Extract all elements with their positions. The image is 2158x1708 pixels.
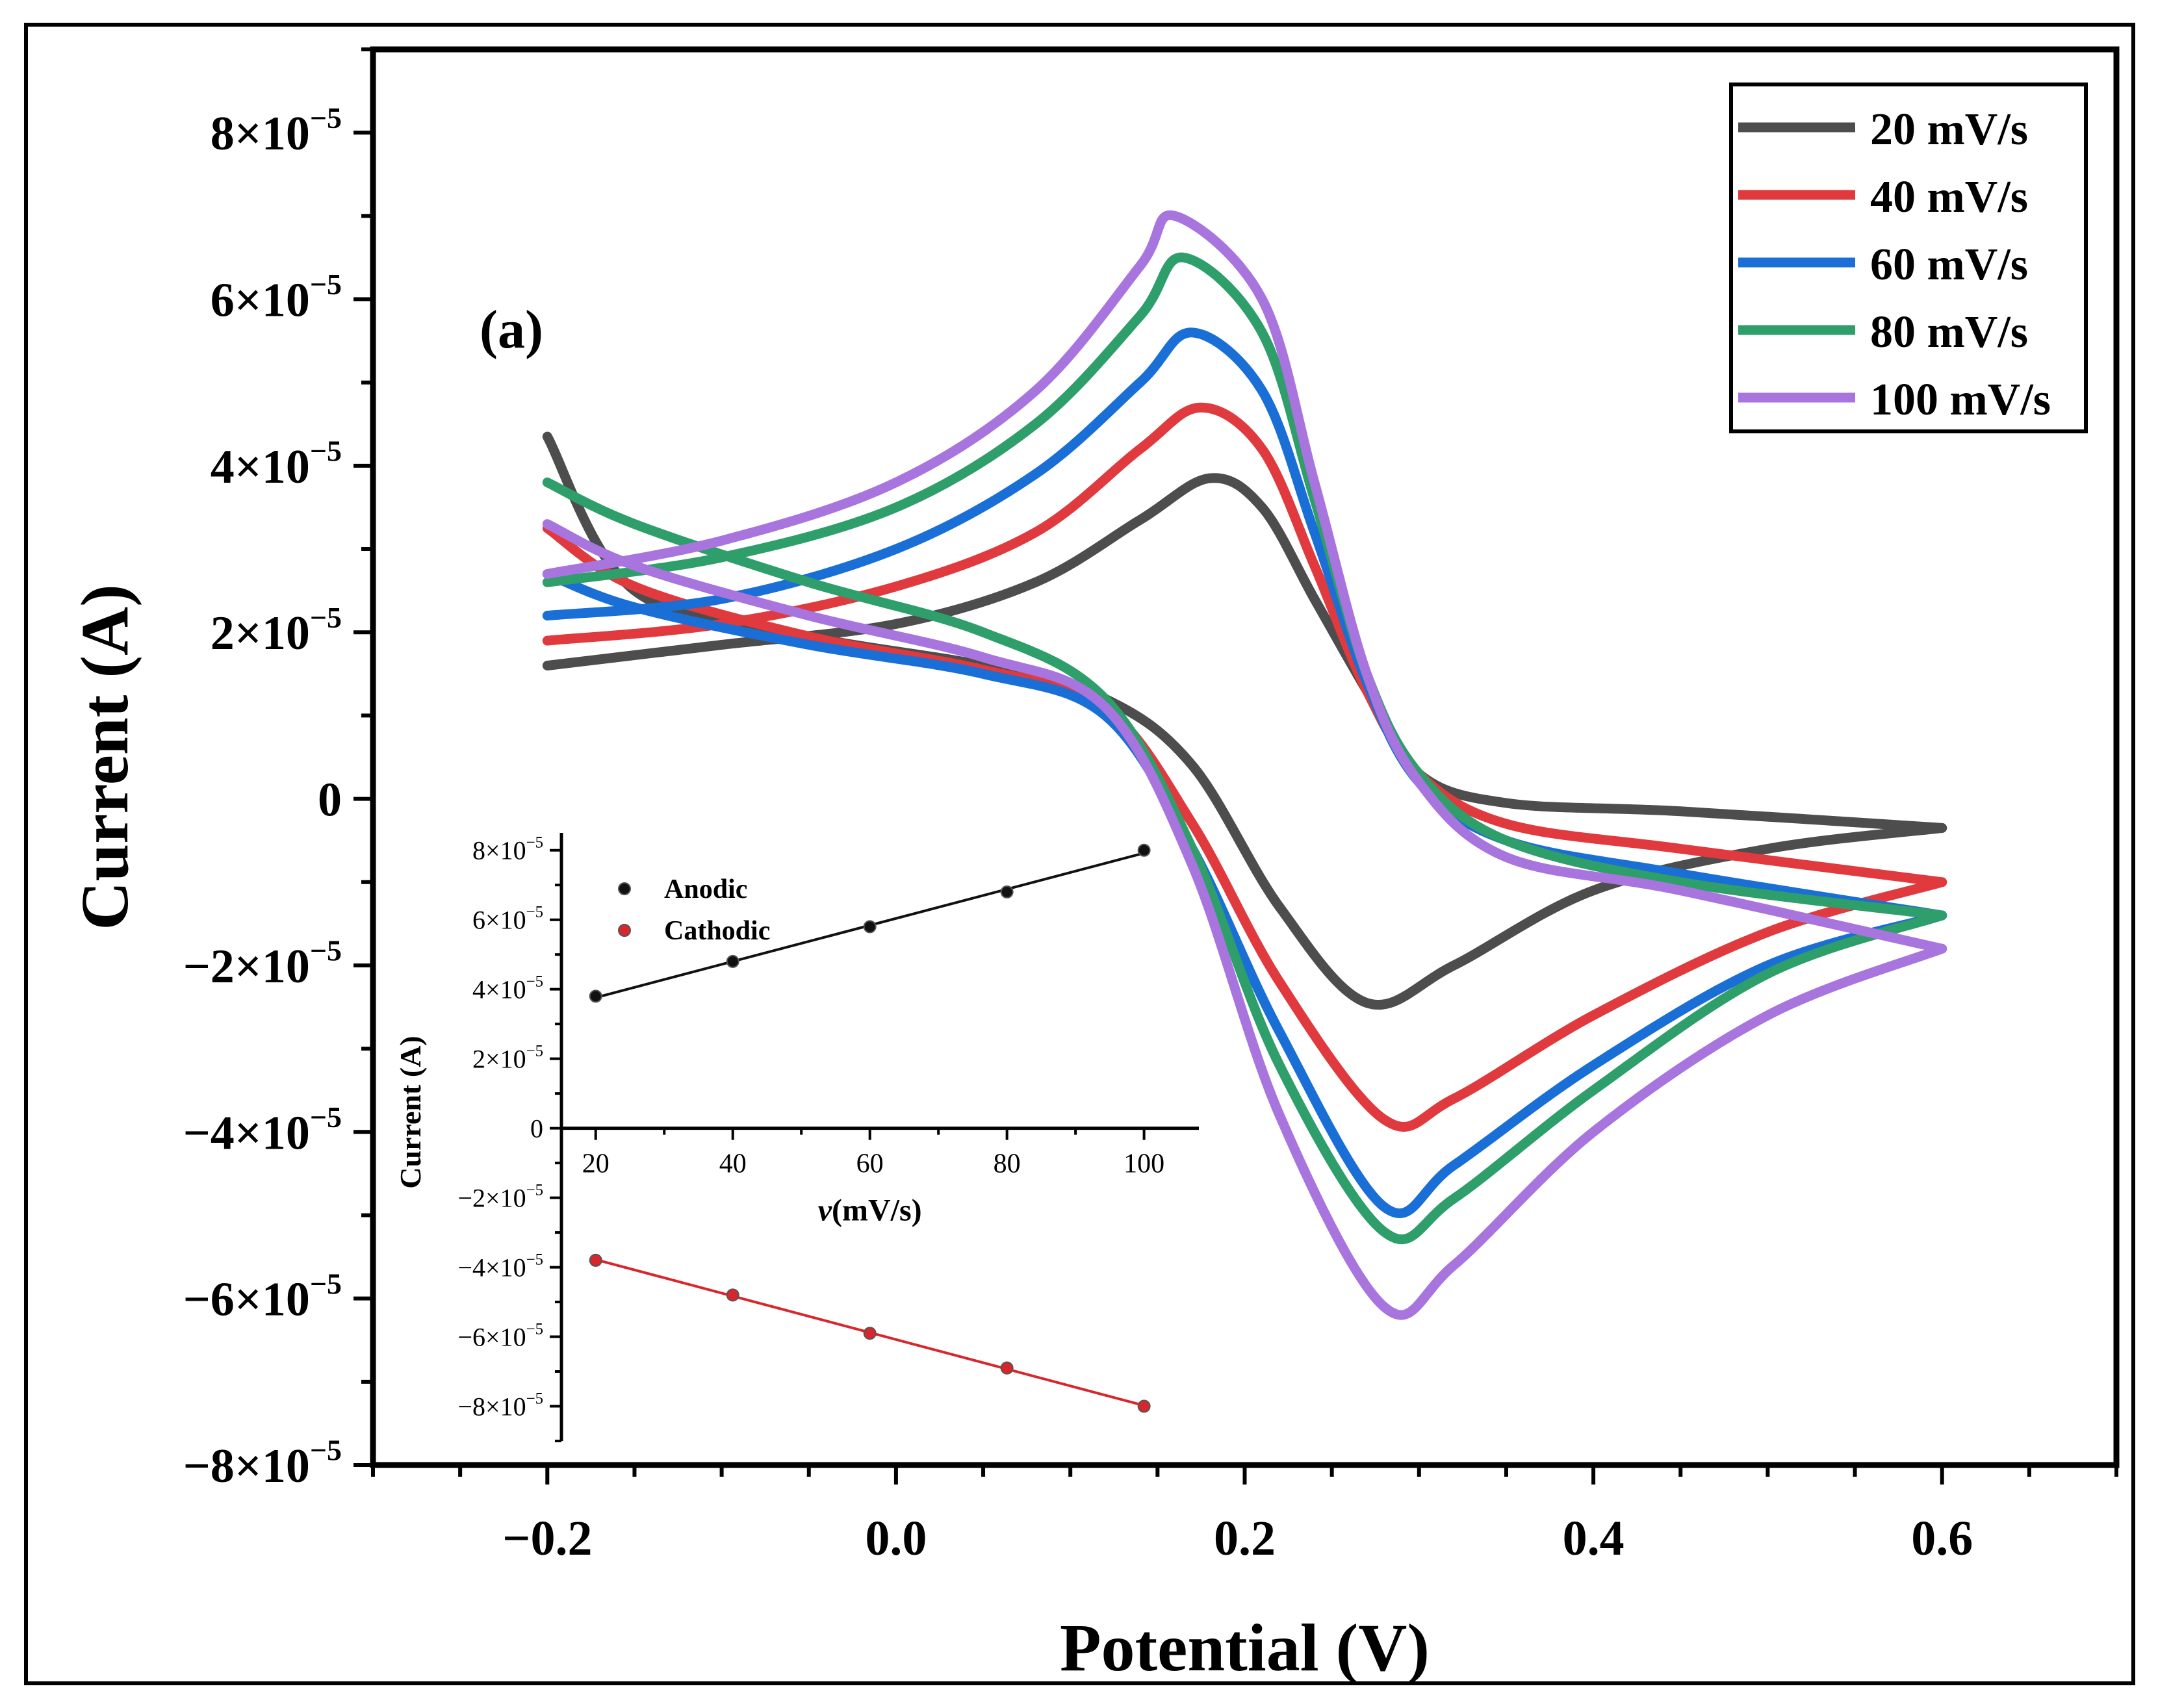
x-tick-label: 0.0 [865,1511,927,1566]
x-tick-label: 0.2 [1214,1511,1276,1566]
inset-point-cathodic [863,1327,877,1340]
inset-y-tick-label: −8×10−5 [457,1390,543,1421]
inset-point-cathodic [589,1253,602,1267]
cv-curve-forward-2 [542,402,1947,887]
inset-x-tick-label: 60 [856,1149,884,1179]
y-tick-label: 0 [318,774,342,827]
cv-curve-reverse-5 [542,519,1947,1320]
inset-chart: 20 40 60 80 100 8×10−5 6×10−5 4×10−5 2×10−5 0 −2×1… [394,833,1199,1442]
cv-curve-reverse-4 [542,478,1947,1245]
inset-y-axis-label: Current (A) [394,1036,427,1188]
inset-point-cathodic [726,1288,739,1302]
inset-legend-marker-1 [618,882,631,895]
x-tick-label: −0.2 [502,1511,592,1566]
y-axis-label: Current (A) [68,584,142,930]
inset-legend: Anodic Cathodic [618,874,770,946]
x-tick-label: 0.4 [1563,1511,1625,1566]
inset-point-cathodic [1000,1361,1014,1375]
x-tick-label: 0.6 [1911,1511,1973,1566]
inset-point-cathodic [1137,1399,1151,1413]
inset-x-tick-label: 40 [719,1149,747,1179]
y-tick-label: 2×10−5 [211,601,342,660]
y-tick-label: 4×10−5 [211,435,342,494]
legend-label-2: 40 mV/s [1870,172,2028,222]
inset-point-anodic [1000,885,1014,899]
inset-x-tick-label: 100 [1124,1149,1164,1179]
legend: 20 mV/s 40 mV/s 60 mV/s 80 mV/s 100 mV/s [1729,83,2088,433]
inset-y-tick-label: 2×10−5 [472,1043,543,1074]
inset-legend-marker-2 [618,924,631,937]
cv-curve-reverse-3 [542,569,1947,1219]
y-tick-label: −2×10−5 [183,934,342,993]
inset-y-tick-label: −2×10−5 [457,1182,543,1213]
inset-x-tick-label: 80 [994,1149,1021,1179]
inset-point-anodic [863,920,877,934]
inset-point-anodic [726,954,739,968]
inset-y-tick-label: 8×10−5 [472,834,543,865]
legend-label-4: 80 mV/s [1870,307,2028,357]
cv-curve-forward-5 [542,210,1947,954]
legend-label-3: 60 mV/s [1870,240,2028,290]
inset-y-tick-label: 4×10−5 [472,973,543,1004]
inset-y-tick-label: −4×10−5 [457,1251,543,1282]
inset-legend-label-2: Cathodic [664,916,770,946]
legend-label-5: 100 mV/s [1870,375,2051,425]
y-tick-label: 6×10−5 [211,268,342,327]
x-axis-label: Potential (V) [1060,1611,1430,1685]
y-tick-label: 8×10−5 [211,101,342,160]
inset-x-axis-label: v(mV/s) [818,1193,922,1228]
inset-legend-label-1: Anodic [664,874,747,904]
inset-y-tick-label: −6×10−5 [457,1321,543,1352]
y-tick-label: −8×10−5 [183,1434,342,1493]
panel-label: (a) [480,300,543,360]
y-tick-label: −4×10−5 [183,1101,342,1160]
main-chart: −0.2 0.0 0.2 0.4 0.6 8×10−5 6×10−5 4×10−5 2×10−5… [68,46,2120,1685]
inset-x-tick-label: 20 [582,1149,610,1179]
inset-point-anodic [1137,843,1151,857]
cv-curve-reverse-2 [542,523,1947,1132]
inset-y-tick-label: 6×10−5 [472,904,543,935]
cv-curve-forward-4 [542,252,1947,921]
inset-point-anodic [589,989,602,1003]
legend-label-1: 20 mV/s [1870,105,2028,155]
y-tick-label: −6×10−5 [183,1267,342,1326]
inset-y-tick-label: 0 [530,1114,543,1143]
